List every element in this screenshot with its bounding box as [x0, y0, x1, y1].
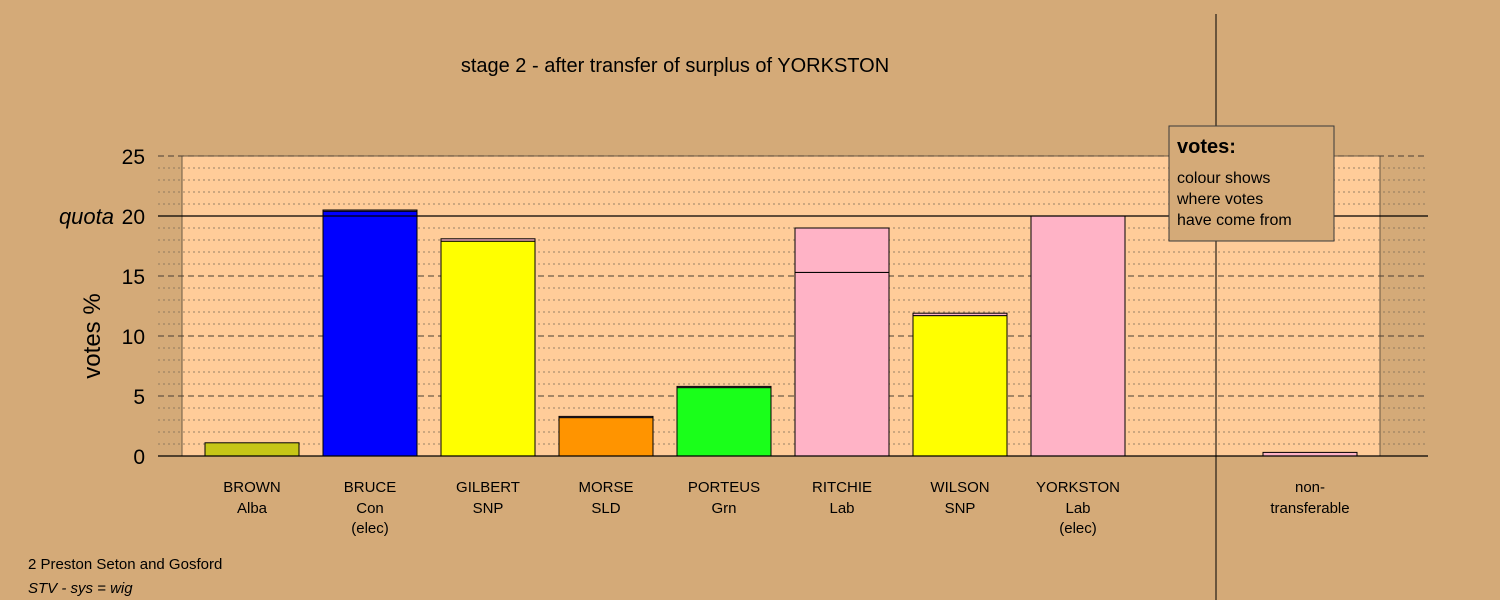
bar-segment	[676, 385, 772, 389]
legend-line-2: where votes	[1176, 191, 1263, 208]
candidate-name-label: PORTEUS	[688, 479, 760, 496]
candidate-name-label: MORSE	[578, 479, 633, 496]
legend: votes: colour shows where votes have com…	[1168, 125, 1335, 242]
footer-constituency: 2 Preston Seton and Gosford	[28, 556, 223, 573]
bar-segment	[558, 415, 654, 419]
footer-system: STV - sys = wig	[28, 580, 133, 597]
candidate-name-label: RITCHIE	[812, 479, 872, 496]
candidate-name-label: BROWN	[223, 479, 281, 496]
candidate-name-label: WILSON	[930, 479, 989, 496]
bar-segment	[322, 210, 418, 457]
candidate-party-label: Alba	[237, 500, 268, 517]
candidate-party-label: SNP	[473, 500, 504, 517]
candidate-party-label: Grn	[711, 500, 736, 517]
bar-segment	[558, 417, 654, 457]
candidate-elected-label: (elec)	[351, 520, 389, 537]
y-tick-label: 5	[133, 386, 145, 409]
nontransferable-label: transferable	[1270, 500, 1349, 517]
candidate-elected-label: (elec)	[1059, 520, 1097, 537]
bar-segment	[322, 209, 418, 212]
y-tick-label: 0	[133, 446, 145, 469]
bar-segment	[676, 387, 772, 457]
candidate-party-label: Con	[356, 500, 384, 517]
y-tick-label: 10	[122, 326, 145, 349]
nontransferable-label: non-	[1295, 479, 1325, 496]
y-tick-label: 25	[122, 146, 145, 169]
bar-segment	[440, 240, 536, 457]
quota-label: quota	[59, 204, 114, 229]
candidate-party-label: SLD	[591, 500, 620, 517]
candidate-party-label: Lab	[1065, 500, 1090, 517]
chart-title: stage 2 - after transfer of surplus of Y…	[461, 55, 889, 77]
plot-area: BROWN Alba BRUCE Con (elec) GILBERT SNP MORSE SL…	[122, 14, 1428, 600]
bar-segment	[440, 238, 536, 242]
candidate-party-label: Lab	[829, 500, 854, 517]
candidate-name-label: BRUCE	[344, 479, 397, 496]
y-tick-label: 15	[122, 266, 145, 289]
legend-line-1: colour shows	[1177, 170, 1270, 187]
legend-title: votes:	[1177, 136, 1236, 158]
bar-segment	[912, 312, 1008, 317]
bar-segment	[1030, 215, 1126, 457]
candidate-party-label: SNP	[945, 500, 976, 517]
bar-segment	[794, 271, 890, 457]
legend-line-3: have come from	[1177, 212, 1292, 229]
bar-segment	[912, 315, 1008, 457]
bar-segment	[794, 227, 890, 273]
y-axis-label: votes %	[79, 293, 106, 378]
candidate-name-label: YORKSTON	[1036, 479, 1120, 496]
y-tick-label: 20	[122, 206, 145, 229]
bar-segment	[204, 442, 300, 457]
candidate-name-label: GILBERT	[456, 479, 520, 496]
